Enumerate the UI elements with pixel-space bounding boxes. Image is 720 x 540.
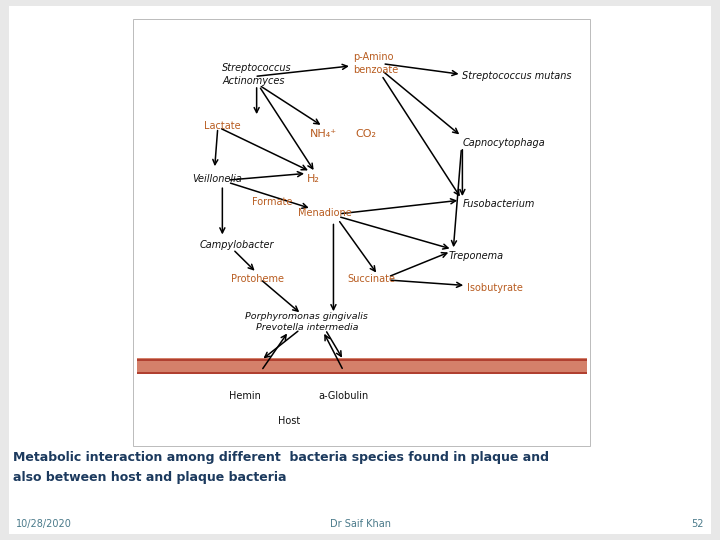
- Text: Capnocytophaga: Capnocytophaga: [462, 138, 545, 147]
- FancyBboxPatch shape: [9, 6, 711, 534]
- Text: Dr Saif Khan: Dr Saif Khan: [330, 519, 390, 529]
- Text: Fusobacterium: Fusobacterium: [462, 199, 535, 210]
- Text: 52: 52: [692, 519, 704, 529]
- Text: Streptococcus
Actinomyces: Streptococcus Actinomyces: [222, 63, 292, 85]
- Bar: [137, 372, 587, 374]
- Text: Porphyromonas gingivalis
Prevotella intermedia: Porphyromonas gingivalis Prevotella inte…: [246, 312, 369, 332]
- Text: Isobutyrate: Isobutyrate: [467, 282, 523, 293]
- Text: NH₄⁺: NH₄⁺: [310, 129, 336, 139]
- Text: Host: Host: [277, 416, 300, 426]
- Bar: [137, 359, 587, 361]
- Text: Menadione: Menadione: [298, 208, 352, 218]
- Text: also between host and plaque bacteria: also between host and plaque bacteria: [13, 471, 287, 484]
- Text: Campylobacter: Campylobacter: [199, 240, 274, 250]
- Text: Lactate: Lactate: [204, 120, 240, 131]
- Text: Treponema: Treponema: [449, 251, 504, 261]
- Text: Succinate: Succinate: [347, 274, 395, 284]
- FancyBboxPatch shape: [133, 19, 590, 445]
- Text: p-Amino
benzoate: p-Amino benzoate: [353, 52, 398, 75]
- Bar: [137, 357, 587, 374]
- Text: CO₂: CO₂: [356, 129, 377, 139]
- Text: H₂: H₂: [307, 174, 320, 184]
- Text: Hemin: Hemin: [229, 392, 261, 401]
- Text: a-Globulin: a-Globulin: [318, 392, 369, 401]
- Text: Streptococcus mutans: Streptococcus mutans: [462, 71, 572, 82]
- Text: Metabolic interaction among different  bacteria species found in plaque and: Metabolic interaction among different ba…: [13, 451, 549, 464]
- Text: Veillonelia: Veillonelia: [193, 174, 243, 184]
- Text: 10/28/2020: 10/28/2020: [16, 519, 72, 529]
- Text: Protoheme: Protoheme: [232, 274, 284, 284]
- Text: Formate: Formate: [252, 197, 292, 207]
